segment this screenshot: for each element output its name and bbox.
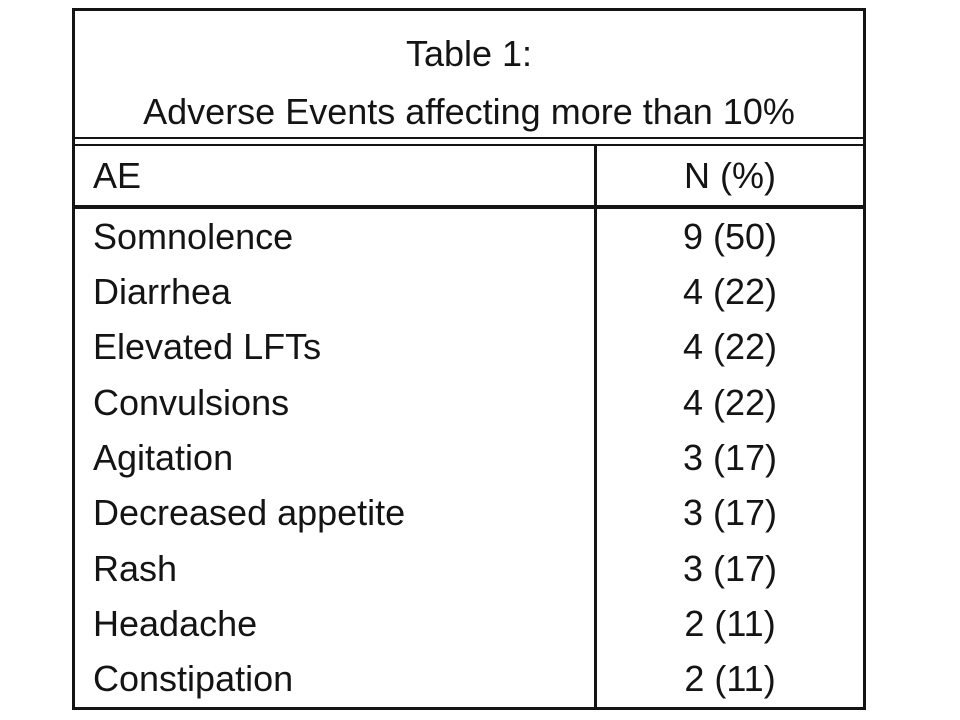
- column-header-ae: AE: [75, 146, 597, 205]
- ae-cell: Constipation: [75, 651, 597, 707]
- n-pct-cell: 3 (17): [682, 547, 778, 589]
- n-pct-cell: 2 (11): [684, 658, 776, 700]
- n-pct-cell: 2 (11): [684, 602, 776, 644]
- ae-cell: Headache: [75, 596, 597, 652]
- adverse-events-table: Table 1: Adverse Events affecting more t…: [72, 8, 866, 710]
- column-header-n-pct: N (%): [684, 154, 776, 196]
- n-pct-cell: 4 (22): [682, 270, 778, 312]
- table-row: Elevated LFTs 4 (22): [75, 319, 863, 375]
- n-pct-cell: 4 (22): [682, 381, 778, 423]
- table-row: Diarrhea 4 (22): [75, 264, 863, 320]
- n-pct-cell: 9 (50): [682, 215, 778, 257]
- table-row: Rash 3 (17): [75, 540, 863, 597]
- double-rule: [75, 139, 863, 146]
- n-pct-cell: 3 (17): [682, 492, 778, 534]
- n-pct-cell: 3 (17): [682, 436, 778, 478]
- table-title-line2: Adverse Events affecting more than 10%: [143, 91, 795, 132]
- ae-cell: Decreased appetite: [75, 485, 597, 541]
- ae-cell: Rash: [75, 540, 597, 597]
- table-row: Agitation 3 (17): [75, 430, 863, 486]
- table-row: Headache 2 (11): [75, 596, 863, 652]
- table-row: Constipation 2 (11): [75, 651, 863, 707]
- table-body: Somnolence 9 (50) Diarrhea 4 (22) Elevat…: [75, 209, 863, 707]
- ae-cell: Somnolence: [75, 209, 597, 265]
- ae-cell: Agitation: [75, 430, 597, 486]
- ae-cell: Convulsions: [75, 374, 597, 431]
- ae-cell: Diarrhea: [75, 264, 597, 320]
- table-header-row: AE N (%): [75, 146, 863, 209]
- table-row: Somnolence 9 (50): [75, 209, 863, 265]
- table-row: Decreased appetite 3 (17): [75, 485, 863, 541]
- table-title-line1: Table 1:: [405, 33, 533, 74]
- table-row: Convulsions 4 (22): [75, 374, 863, 431]
- table-title: Table 1: Adverse Events affecting more t…: [75, 11, 863, 139]
- ae-cell: Elevated LFTs: [75, 319, 597, 375]
- n-pct-cell: 4 (22): [682, 326, 778, 368]
